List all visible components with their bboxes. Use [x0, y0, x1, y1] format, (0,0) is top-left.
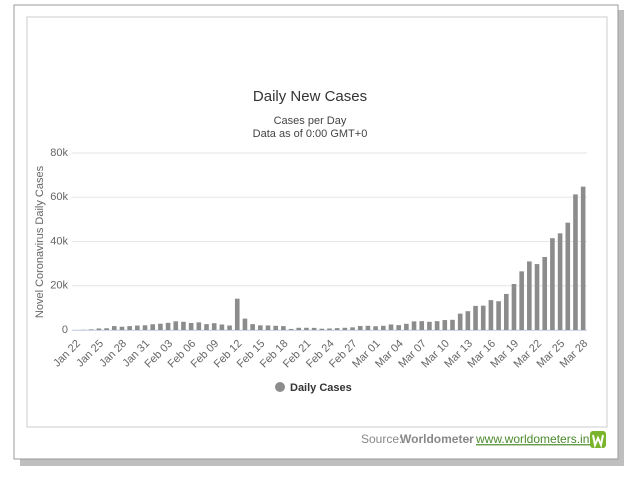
bar	[535, 264, 540, 330]
bar	[266, 325, 271, 330]
bar	[366, 326, 371, 330]
bar	[489, 300, 494, 330]
y-tick-label: 80k	[50, 147, 68, 159]
bar	[181, 322, 186, 330]
chart-subtitle: Cases per Day	[274, 115, 347, 127]
bar	[273, 326, 278, 330]
bar	[396, 325, 401, 330]
bar	[389, 324, 394, 330]
bar	[558, 233, 563, 330]
bar	[358, 326, 363, 330]
bar	[466, 311, 471, 330]
bar	[404, 324, 409, 330]
bar	[527, 261, 532, 330]
bar	[373, 326, 378, 330]
bar	[104, 328, 109, 330]
bar	[550, 238, 555, 330]
bar	[473, 306, 478, 330]
bar	[250, 324, 255, 330]
bar	[327, 329, 332, 330]
footer: Source: Worldometer - www.worldometers.i…	[361, 431, 606, 448]
bar	[419, 321, 424, 330]
y-tick-label: 60k	[50, 191, 68, 203]
bar	[542, 257, 547, 330]
bar	[197, 322, 202, 330]
bar	[312, 328, 317, 330]
bar	[120, 327, 125, 330]
bar	[281, 326, 286, 330]
legend-label[interactable]: Daily Cases	[290, 382, 352, 394]
bar	[127, 326, 132, 330]
bar	[381, 326, 386, 330]
bar	[573, 194, 578, 330]
bar	[135, 326, 140, 330]
bar	[504, 294, 509, 330]
bar	[435, 321, 440, 330]
chart-subtitle: Data as of 0:00 GMT+0	[253, 128, 368, 140]
bar	[189, 323, 194, 330]
bar	[173, 321, 178, 330]
bar	[581, 187, 586, 330]
bar	[150, 324, 155, 330]
source-name: Worldometer	[400, 432, 474, 446]
bar	[565, 223, 570, 330]
bar	[350, 327, 355, 330]
legend-marker[interactable]	[275, 382, 285, 392]
y-axis-label: Novel Coronavirus Daily Cases	[34, 165, 46, 318]
bar	[227, 326, 232, 330]
bar	[512, 284, 517, 330]
bar	[97, 328, 102, 330]
bar	[212, 323, 217, 330]
bar	[112, 326, 117, 330]
bar	[519, 271, 524, 330]
bar	[296, 328, 301, 330]
bar	[450, 320, 455, 330]
bar	[143, 325, 148, 330]
bar	[304, 328, 309, 330]
bar	[496, 301, 501, 330]
bar	[158, 324, 163, 330]
bar	[343, 328, 348, 330]
bar	[204, 324, 209, 330]
chart-title: Daily New Cases	[253, 88, 367, 105]
y-tick-label: 40k	[50, 235, 68, 247]
bar	[243, 319, 248, 330]
bar	[442, 320, 447, 330]
bar	[89, 329, 94, 330]
bar	[481, 306, 486, 330]
y-tick-label: 20k	[50, 280, 68, 292]
bar	[220, 324, 225, 330]
bar	[427, 322, 432, 330]
source-prefix: Source:	[361, 432, 402, 446]
y-tick-label: 0	[62, 324, 68, 336]
bar	[412, 321, 417, 330]
bar	[235, 299, 240, 330]
source-separator: -	[466, 432, 470, 446]
bar	[335, 328, 340, 330]
bar	[258, 325, 263, 330]
bar	[166, 323, 171, 330]
bar	[320, 329, 325, 330]
bar	[458, 314, 463, 330]
bar	[289, 329, 294, 330]
source-link[interactable]: www.worldometers.info	[475, 432, 600, 446]
